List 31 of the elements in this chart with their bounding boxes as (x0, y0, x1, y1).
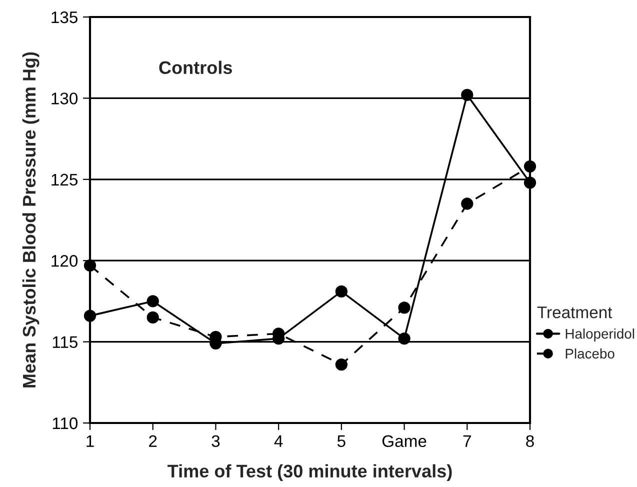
point (146, 295, 159, 308)
legend-label: Haloperidol (566, 328, 634, 342)
point (461, 88, 474, 102)
y-tick-label: 120 (52, 255, 78, 267)
y-axis-title: Mean Systolic Blood Pressure (mm Hg) (22, 52, 40, 388)
point (146, 311, 159, 324)
x-tick-label: 4 (274, 435, 283, 447)
point (398, 302, 410, 314)
point (398, 332, 410, 345)
x-tick-label: 8 (526, 435, 534, 448)
legend-label: Placebo (566, 348, 614, 359)
x-axis-title: Time of Test (30 minute intervals) (168, 464, 452, 482)
point (84, 310, 96, 322)
y-tick-label: 115 (52, 336, 78, 348)
y-tick-label: 110 (52, 417, 78, 430)
x-tick-label: 1 (86, 435, 94, 447)
x-tick-label: 7 (463, 435, 471, 447)
x-tick-label: Game (382, 435, 426, 448)
x-tick-label: 5 (337, 435, 346, 448)
point (335, 358, 348, 371)
point (335, 285, 348, 298)
annotation: Controls (159, 60, 232, 74)
y-tick-label: 125 (52, 174, 78, 186)
x-tick-label: 3 (212, 435, 220, 448)
y-tick-label: 130 (52, 92, 78, 104)
point (524, 176, 536, 189)
point (461, 198, 474, 210)
legend-title: Treatment (537, 306, 612, 318)
x-tick-label: 2 (149, 435, 157, 447)
point (524, 160, 536, 172)
y-tick-label: 135 (52, 11, 78, 24)
